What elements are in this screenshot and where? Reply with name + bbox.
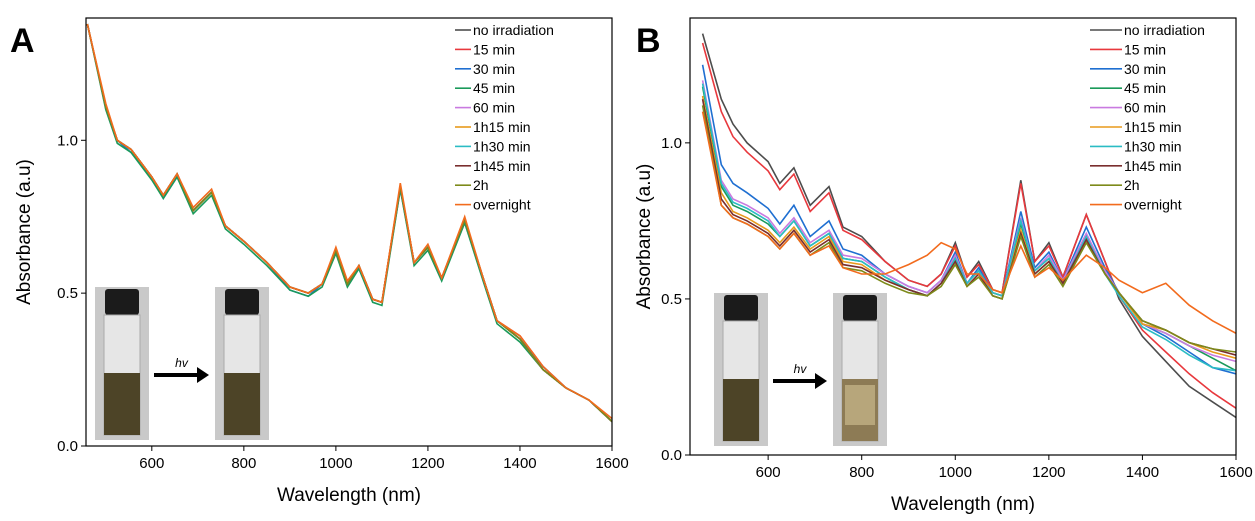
vial-liquid bbox=[723, 379, 759, 441]
x-tick-label: 1200 bbox=[411, 455, 444, 472]
y-tick-label: 1.0 bbox=[57, 132, 78, 149]
arrow-head bbox=[815, 373, 827, 389]
x-tick-label: 1600 bbox=[1219, 464, 1252, 481]
series-line bbox=[701, 42, 1236, 409]
x-tick-label: 1600 bbox=[595, 455, 628, 472]
series-line bbox=[86, 23, 612, 423]
series-line bbox=[86, 23, 612, 423]
arrow-head bbox=[197, 367, 209, 383]
legend-label: 15 min bbox=[473, 41, 515, 57]
vial-liquid bbox=[104, 373, 140, 435]
x-tick-label: 800 bbox=[849, 464, 874, 481]
x-axis-title: Wavelength (nm) bbox=[891, 494, 1035, 515]
legend-label: 1h30 min bbox=[1124, 138, 1182, 154]
y-axis-title: Absorbance (a.u) bbox=[634, 164, 655, 310]
legend-label: 1h15 min bbox=[473, 119, 531, 135]
legend-label: 15 min bbox=[1124, 41, 1166, 57]
vial-cap bbox=[105, 289, 139, 315]
legend-label: overnight bbox=[1124, 197, 1182, 213]
panel-letter: A bbox=[10, 22, 35, 60]
x-tick-label: 1400 bbox=[503, 455, 536, 472]
legend-label: 30 min bbox=[1124, 61, 1166, 77]
legend-label: 1h45 min bbox=[473, 158, 531, 174]
series-line bbox=[86, 23, 612, 423]
legend-label: no irradiation bbox=[473, 22, 554, 38]
series-line bbox=[86, 23, 612, 423]
series-line bbox=[86, 23, 612, 423]
arrow-label: hv bbox=[794, 362, 808, 376]
legend-label: 1h30 min bbox=[473, 138, 531, 154]
panel-letter: B bbox=[636, 22, 661, 60]
y-tick-label: 1.0 bbox=[661, 135, 682, 152]
series-line bbox=[86, 23, 612, 423]
x-tick-label: 600 bbox=[756, 464, 781, 481]
y-tick-label: 0.0 bbox=[661, 447, 682, 464]
x-tick-label: 1400 bbox=[1126, 464, 1159, 481]
precipitate bbox=[845, 385, 875, 425]
vial-cap bbox=[724, 295, 758, 321]
legend-label: no irradiation bbox=[1124, 22, 1205, 38]
series-line bbox=[86, 23, 612, 420]
legend-label: 1h45 min bbox=[1124, 158, 1182, 174]
panel: 600 800 1000 1200 1400 1600 0.0 0.5 1.0 no irradi… bbox=[634, 17, 1253, 515]
y-axis-title: Absorbance (a.u) bbox=[14, 159, 35, 305]
x-tick-label: 1000 bbox=[319, 455, 352, 472]
series-line bbox=[86, 23, 612, 423]
legend-label: 1h15 min bbox=[1124, 119, 1182, 135]
x-axis-title: Wavelength (nm) bbox=[277, 485, 421, 506]
y-tick-label: 0.5 bbox=[57, 285, 78, 302]
legend-label: 2h bbox=[1124, 177, 1140, 193]
legend-label: 2h bbox=[473, 177, 489, 193]
legend-label: 45 min bbox=[473, 80, 515, 96]
plot-frame bbox=[689, 17, 1237, 456]
x-tick-label: 1000 bbox=[939, 464, 972, 481]
legend-label: 60 min bbox=[1124, 100, 1166, 116]
series-line bbox=[86, 23, 612, 423]
series-line bbox=[701, 95, 1236, 359]
series-line bbox=[86, 23, 612, 423]
vial-cap bbox=[225, 289, 259, 315]
panel: 600 800 1000 1200 1400 1600 0.0 0.5 1.0 no irradi… bbox=[10, 17, 629, 506]
legend-label: overnight bbox=[473, 197, 531, 213]
y-tick-label: 0.0 bbox=[57, 438, 78, 455]
arrow-label: hv bbox=[175, 356, 189, 370]
legend-label: 30 min bbox=[473, 61, 515, 77]
x-tick-label: 1200 bbox=[1032, 464, 1065, 481]
x-tick-label: 600 bbox=[139, 455, 164, 472]
x-tick-label: 800 bbox=[231, 455, 256, 472]
legend-label: 45 min bbox=[1124, 80, 1166, 96]
vial-cap bbox=[843, 295, 877, 321]
vial-liquid bbox=[224, 373, 260, 435]
y-tick-label: 0.5 bbox=[661, 291, 682, 308]
series-line bbox=[701, 111, 1236, 335]
plot-frame bbox=[85, 17, 613, 447]
legend-label: 60 min bbox=[473, 100, 515, 116]
series-line bbox=[701, 83, 1236, 372]
